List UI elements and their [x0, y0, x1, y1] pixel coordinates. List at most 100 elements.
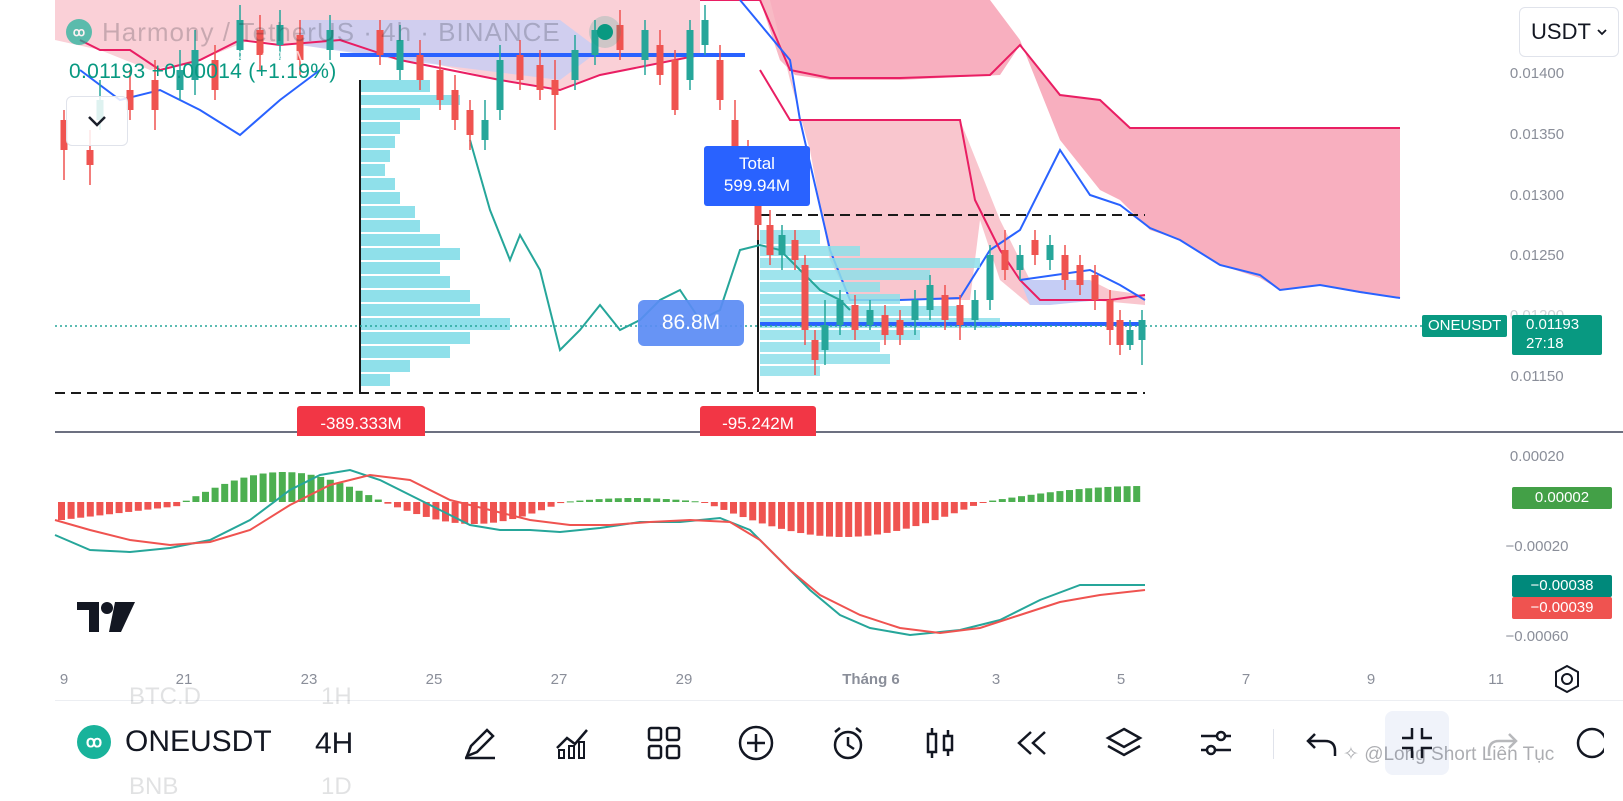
macd-histogram-bar [662, 499, 670, 502]
redo-button[interactable] [1480, 721, 1524, 765]
replay-button[interactable] [1010, 721, 1054, 765]
macd-histogram-bar [1046, 492, 1054, 502]
candle-body [766, 225, 774, 255]
sliders-icon [1201, 730, 1231, 756]
candle-body [851, 305, 859, 330]
object-tree-button[interactable] [1102, 721, 1146, 765]
tradingview-logo[interactable] [77, 600, 137, 639]
collapse-icon [1402, 728, 1432, 758]
interval-selector[interactable]: 4H [315, 727, 354, 760]
delta-label-right: -95.242M [700, 406, 816, 436]
macd-histogram-bar [355, 490, 363, 502]
candle-body [716, 60, 724, 100]
macd-histogram-bar [134, 502, 142, 511]
candle-body [516, 55, 524, 80]
candle-body [1031, 240, 1039, 255]
date-tick: 7 [1241, 671, 1251, 688]
macd-histogram-bar [278, 472, 286, 502]
candle-body [1046, 245, 1054, 260]
macd-histogram-bar [490, 502, 497, 523]
currency-select[interactable]: USDT [1519, 7, 1619, 57]
price-tick: 0.01250 [1509, 247, 1565, 264]
macd-histogram-bar [1008, 497, 1016, 502]
macd-signal-line [54, 473, 1146, 635]
candle-body [551, 80, 559, 95]
ghost-interval-bottom: 1D [321, 773, 352, 800]
date-tick: 21 [175, 671, 193, 688]
macd-histogram-bar [1094, 487, 1102, 502]
macd-histogram-bar [605, 498, 613, 502]
macd-histogram-bar [86, 502, 94, 517]
macd-histogram-bar [912, 502, 920, 527]
macd-histogram-bar [1027, 494, 1035, 502]
macd-histogram-bar [950, 502, 958, 514]
candle-body [896, 320, 904, 335]
symbol-price-badge: ONEUSDT [1422, 315, 1508, 337]
candle-body [276, 25, 284, 45]
chart-header: ꝏ Harmony / TetherUS · 4h · BINANCE [66, 14, 613, 50]
macd-histogram-bar [998, 499, 1006, 502]
macd-histogram-bar [634, 498, 641, 502]
chart-type-button[interactable] [918, 721, 962, 765]
alert-button[interactable] [826, 721, 870, 765]
candle-body [191, 50, 199, 80]
macd-histogram [58, 472, 1141, 537]
macd-tick: −0.00020 [1505, 538, 1569, 555]
price-tick: 0.01400 [1509, 65, 1565, 82]
indicators-button[interactable] [550, 721, 594, 765]
chevron-down-icon [88, 116, 106, 127]
bottom-toolbar: BTC.D 1H BNB 1D ꝏ ONEUSDT 4H ✧ [55, 683, 1623, 800]
macd-histogram-bar [240, 477, 248, 502]
ichimoku-base-line [759, 69, 1146, 301]
layout-button[interactable] [642, 721, 686, 765]
macd-histogram-bar [182, 500, 190, 502]
chart-settings-button[interactable] [1552, 664, 1582, 694]
candle-body [451, 90, 459, 120]
candle-body [536, 65, 544, 90]
chart-canvas[interactable] [0, 0, 1623, 781]
macd-histogram-bar [614, 498, 622, 502]
date-tick: Tháng 6 [842, 671, 900, 688]
price-tick: 0.01150 [1510, 368, 1564, 385]
candle-body [821, 325, 829, 350]
date-tick: 9 [59, 671, 69, 688]
undo-button[interactable] [1300, 721, 1344, 765]
volume-ghost-label: 231.682M [222, 48, 311, 70]
macd-histogram-bar [730, 502, 737, 514]
macd-histogram-bar [1085, 488, 1093, 502]
macd-histogram-bar [864, 502, 872, 536]
candle-body [396, 40, 404, 70]
macd-histogram-bar [509, 502, 517, 520]
symbol-selector[interactable]: ꝏ ONEUSDT [77, 725, 272, 759]
add-button[interactable] [734, 721, 778, 765]
macd-histogram-bar [893, 502, 901, 531]
layers-icon [1105, 727, 1143, 757]
redo-icon [1487, 733, 1518, 756]
macd-histogram-bar [461, 502, 469, 524]
toolbar-divider [1273, 729, 1274, 759]
macd-histogram-bar [298, 473, 305, 502]
more-tools-button[interactable] [1565, 721, 1605, 765]
currency-select-value: USDT [1531, 19, 1591, 44]
ichimoku-span-left [79, 38, 701, 92]
fullscreen-exit-button[interactable] [1385, 711, 1449, 775]
macd-histogram-bar [432, 502, 440, 520]
macd-histogram-bar [538, 502, 545, 511]
macd-histogram-bar [307, 474, 315, 502]
macd-histogram-bar [787, 502, 795, 532]
macd-histogram-bar [586, 499, 593, 502]
settings-button[interactable] [1194, 721, 1238, 765]
macd-histogram-bar [931, 502, 939, 521]
candle-body [686, 30, 694, 80]
macd-histogram-bar [874, 502, 881, 535]
ghost-symbol-bottom: BNB [129, 773, 179, 800]
collapse-legend-button[interactable] [66, 96, 128, 146]
volume-profile-left [360, 80, 510, 386]
drawing-tools-button[interactable] [458, 721, 502, 765]
macd-line-badge: −0.00038 [1512, 575, 1612, 597]
candle-body [656, 45, 664, 75]
macd-histogram-bar [758, 502, 766, 524]
macd-histogram-bar [701, 502, 709, 503]
date-tick: 27 [550, 671, 568, 688]
chart-title[interactable]: Harmony / TetherUS · 4h · BINANCE [102, 16, 561, 47]
